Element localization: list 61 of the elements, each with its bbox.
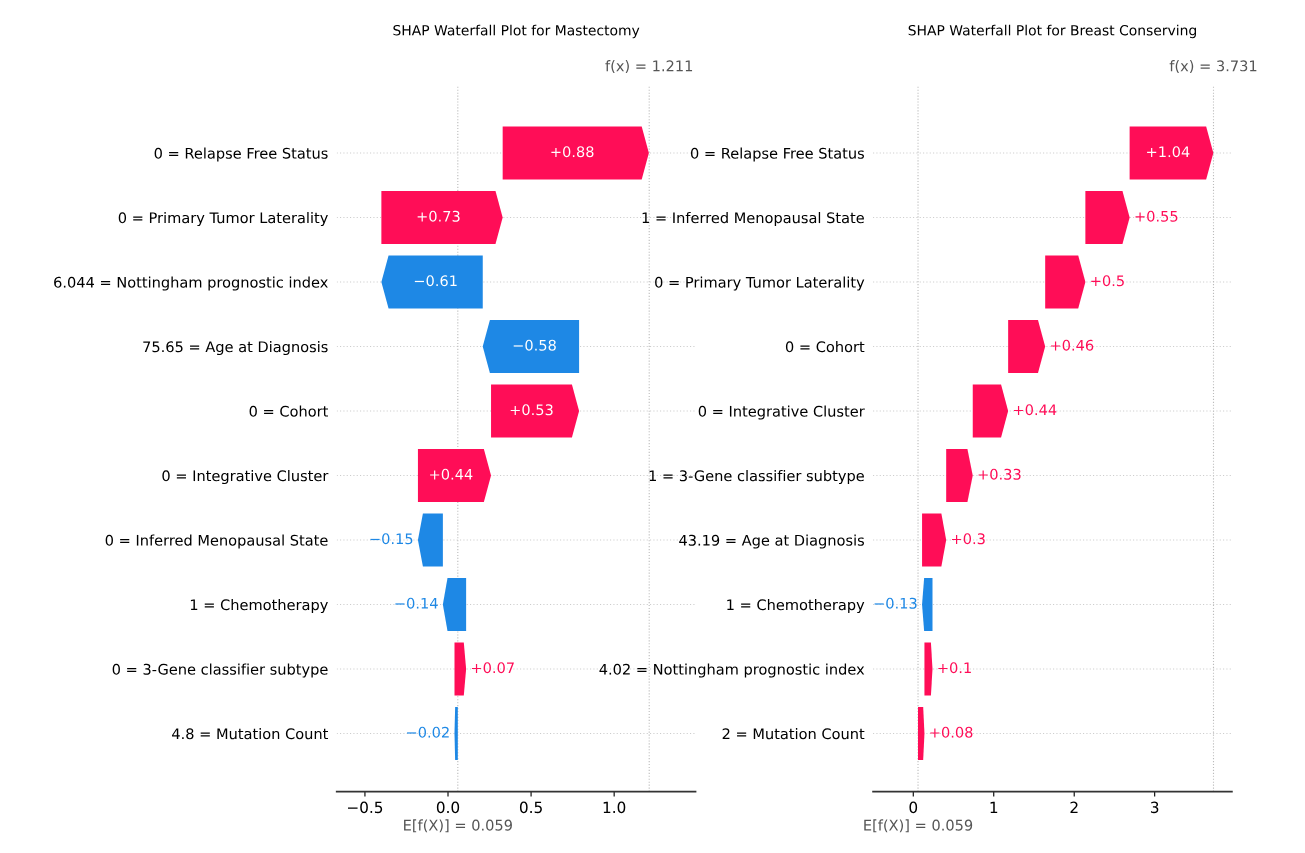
bar <box>417 449 492 502</box>
ref-line-label: f(x) = 3.731 <box>1169 60 1257 74</box>
y-tick-label: 6.044 = Nottingham prognostic index <box>54 276 328 291</box>
y-tick-label: 0 = Primary Tumor Laterality <box>655 276 865 291</box>
data-label: +0.5 <box>1091 275 1124 287</box>
y-tick-label: 4.02 = Nottingham prognostic index <box>599 663 865 678</box>
y-tick-label: 1 = Chemotherapy <box>190 598 328 614</box>
y-tick-label: 1 = Chemotherapy <box>727 598 865 614</box>
y-tick-label: 2 = Mutation Count <box>722 727 865 740</box>
data-label: +0.1 <box>938 662 971 674</box>
data-label: +0.46 <box>1051 339 1094 351</box>
data-label: −0.58 <box>513 339 556 351</box>
chart-title: SHAP Waterfall Plot for Breast Conserving <box>908 24 1196 39</box>
y-tick-label: 0 = Integrative Cluster <box>162 469 329 485</box>
x-tick-label: 1 <box>990 801 998 813</box>
y-tick-label: 43.19 = Age at Diagnosis <box>679 534 864 549</box>
y-tick-label: 0 = Inferred Menopausal State <box>105 534 328 549</box>
data-label: −0.14 <box>395 597 438 609</box>
data-label: +0.33 <box>978 468 1021 480</box>
bar <box>482 320 580 373</box>
data-label: −0.13 <box>874 597 917 609</box>
chart-title: SHAP Waterfall Plot for Mastectomy <box>393 24 640 39</box>
data-label: +0.88 <box>551 146 594 158</box>
data-label: +0.3 <box>952 533 985 545</box>
y-tick-label: 0 = Cohort <box>785 340 865 353</box>
y-tick-label: 1 = Inferred Menopausal State <box>642 211 864 227</box>
data-label: +0.73 <box>417 210 460 222</box>
bar <box>1129 126 1214 180</box>
data-label: +0.44 <box>430 468 473 480</box>
y-tick-label: 0 = 3-Gene classifier subtype <box>112 663 328 678</box>
data-label: −0.15 <box>370 533 413 545</box>
x-tick-label: 0.5 <box>519 801 542 814</box>
x-tick-label: 2 <box>1070 801 1078 813</box>
data-label: −0.61 <box>414 275 457 287</box>
y-tick-label: 0 = Cohort <box>249 405 329 417</box>
bar <box>381 191 503 244</box>
data-label: +0.53 <box>510 404 553 416</box>
ref-line-label: f(x) = 1.211 <box>605 60 693 74</box>
ref-line-label: E[f(X)] = 0.059 <box>864 819 973 833</box>
bar <box>502 126 649 180</box>
y-tick-label: 0 = Primary Tumor Laterality <box>118 211 328 227</box>
data-label: +0.08 <box>930 726 973 738</box>
x-tick-label: 3 <box>1150 801 1159 814</box>
y-tick-label: 0 = Integrative Cluster <box>698 405 865 420</box>
data-label: −0.02 <box>407 726 449 738</box>
bar <box>381 255 483 309</box>
y-tick-label: 1 = 3-Gene classifier subtype <box>649 469 864 485</box>
data-label: +1.04 <box>1147 146 1190 158</box>
data-label: +0.44 <box>1014 404 1057 416</box>
data-label: +0.07 <box>471 662 514 674</box>
ref-line-label: E[f(X)] = 0.059 <box>404 819 512 833</box>
bar <box>491 384 580 438</box>
y-tick-label: 4.8 = Mutation Count <box>172 727 329 740</box>
y-tick-label: 0 = Relapse Free Status <box>154 147 328 162</box>
x-tick-label: 0 <box>909 801 918 814</box>
y-tick-label: 75.65 = Age at Diagnosis <box>143 340 328 356</box>
data-label: +0.55 <box>1135 210 1178 222</box>
x-tick-label: 1.0 <box>603 801 626 814</box>
x-tick-label: 0.0 <box>436 801 460 814</box>
x-tick-label: −0.5 <box>348 801 383 814</box>
y-tick-label: 0 = Relapse Free Status <box>690 147 864 162</box>
